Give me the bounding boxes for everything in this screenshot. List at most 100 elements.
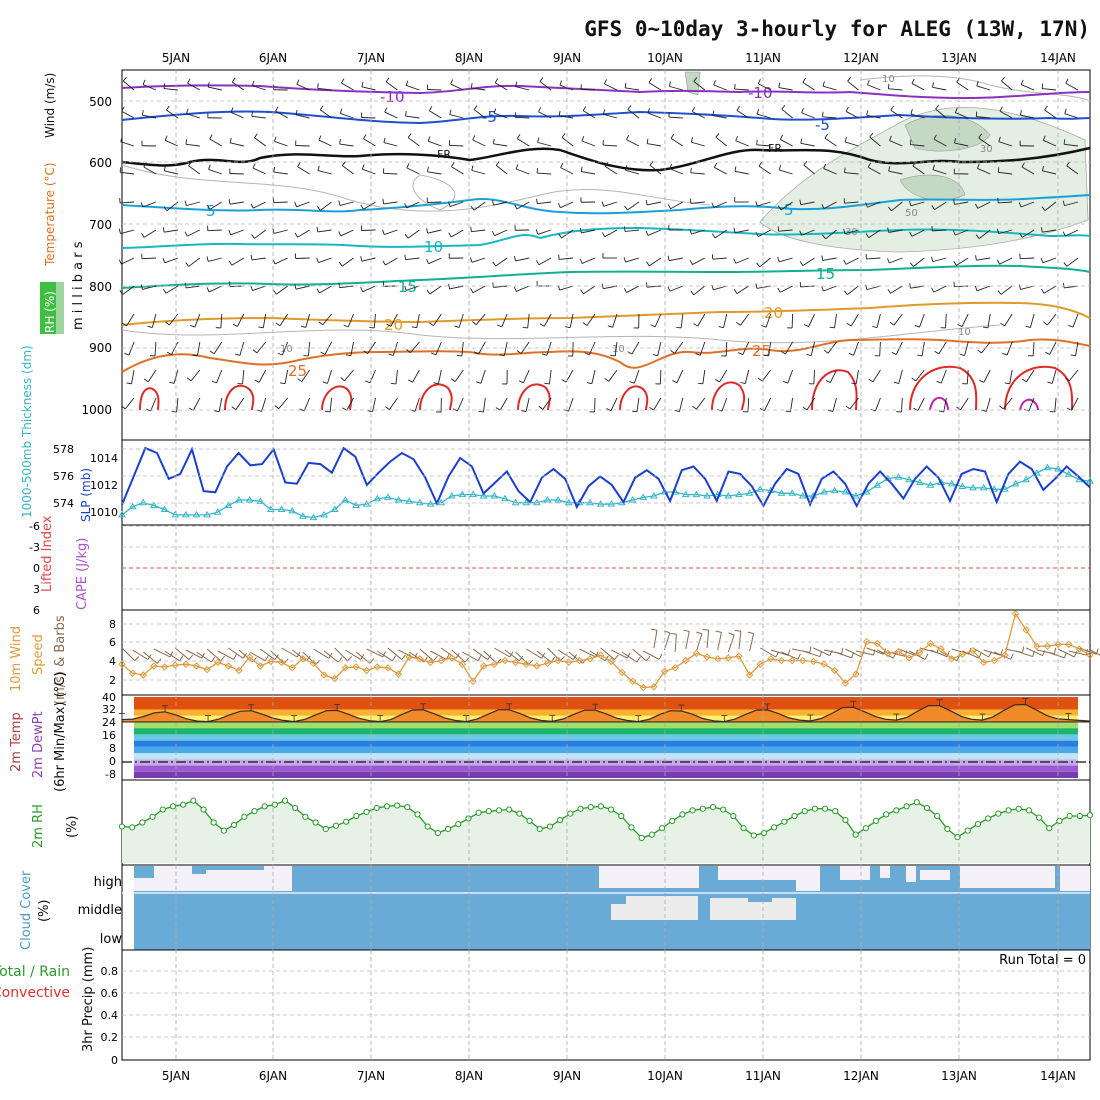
upper-wind-barb: [636, 397, 640, 412]
upper-wind-barb: [154, 341, 157, 356]
upper-wind-barb: [888, 229, 903, 233]
upper-wind-barb: [723, 313, 728, 328]
upper-wind-barb-flag: [1070, 354, 1076, 357]
upper-wind-barb-flag: [1063, 262, 1068, 267]
upper-wind-barb-flag: [341, 78, 345, 84]
upper-wind-barb: [977, 167, 991, 175]
upper-wind-barb-flag: [888, 166, 891, 172]
upper-wind-barb-flag: [887, 227, 890, 233]
upper-wind-barb-flag: [604, 378, 610, 382]
upper-wind-barb-flag: [231, 406, 237, 410]
upper-wind-barb-flag: [777, 256, 780, 262]
thickness-point: [947, 479, 956, 487]
rh-point: [546, 823, 554, 830]
wind-speed-point: [490, 660, 499, 668]
upper-wind-barb: [319, 285, 332, 294]
upper-wind-barb: [714, 167, 727, 175]
upper-wind-barb-flag: [756, 109, 760, 115]
isotherm-30: [139, 387, 160, 411]
thickness-point: [447, 492, 456, 499]
upper-wind-barb: [538, 111, 552, 119]
panel1-y-label: RH (%) Temperature (°C) Wind (m/s) m i l…: [40, 73, 86, 334]
wind-speed-point: [150, 662, 158, 670]
upper-wind-barb-flag: [822, 81, 825, 87]
thickness-point: [203, 510, 211, 518]
upper-wind-barb-flag: [513, 286, 517, 292]
upper-wind-barb-flag: [975, 255, 977, 261]
rh-point: [913, 799, 920, 806]
upper-wind-barb-flag: [821, 203, 825, 209]
upper-wind-barb: [548, 369, 552, 384]
isotherm-5: [121, 194, 1091, 215]
upper-wind-barb-flag: [143, 378, 149, 383]
wind-barb: [568, 651, 584, 664]
upper-wind-barb: [252, 201, 266, 209]
upper-wind-barb-flag: [650, 324, 656, 328]
upper-wind-barb: [383, 201, 398, 205]
thickness-point: [554, 496, 563, 503]
upper-wind-barb: [450, 83, 464, 91]
upper-wind-barb: [188, 165, 201, 175]
rh-point: [658, 825, 666, 832]
upper-wind-barb: [230, 111, 244, 119]
upper-wind-barb-flag: [869, 132, 874, 138]
upper-wind-barb-flag: [118, 228, 121, 234]
upper-wind-barb: [186, 201, 200, 207]
rh-point: [322, 825, 329, 833]
thickness-point: [150, 501, 158, 508]
upper-wind-barb-flag: [779, 134, 783, 140]
thickness-point: [564, 498, 573, 506]
upper-wind-barb-flag: [823, 163, 826, 169]
wind-speed-point: [660, 667, 669, 676]
upper-wind-barb: [890, 285, 903, 294]
upper-wind-barb: [713, 201, 727, 208]
upper-wind-barb: [844, 229, 859, 235]
wind-speed-point: [565, 658, 573, 667]
upper-wind-barb: [603, 113, 618, 119]
upper-wind-barb: [712, 257, 727, 260]
upper-wind-barb: [471, 87, 486, 91]
upper-wind-barb: [803, 164, 815, 175]
thickness-point: [649, 492, 658, 499]
upper-wind-barb-flag: [778, 164, 782, 171]
rh-point: [455, 821, 462, 828]
upper-wind-barb: [956, 81, 969, 91]
thickness-point: [596, 500, 605, 507]
wind-barb: [419, 648, 434, 662]
thickness-point: [490, 492, 499, 499]
upper-wind-barb: [229, 201, 244, 205]
rh2m-axis-label: 2m RH: [31, 804, 46, 848]
upper-wind-barb-flag: [499, 354, 505, 357]
upper-wind-barb: [384, 111, 398, 119]
wind-barb: [749, 633, 755, 652]
upper-wind-barb-flag: [847, 77, 852, 82]
pressure-tick-label: 800: [89, 280, 112, 294]
upper-wind-barb-flag: [251, 234, 255, 239]
rh-point: [903, 803, 910, 810]
wind-speed-point: [235, 666, 243, 675]
upper-wind-barb-flag: [777, 287, 781, 293]
upper-wind-barb-flag: [670, 350, 675, 354]
upper-wind-barb: [910, 144, 925, 147]
upper-wind-barb: [977, 201, 991, 209]
cloud-level-label-low: low: [100, 932, 123, 947]
upper-wind-barb: [581, 171, 596, 175]
rh-point: [648, 831, 655, 838]
upper-wind-barb-flag: [322, 381, 328, 384]
upper-wind-barb: [295, 114, 310, 119]
upper-wind-barb-flag: [208, 164, 211, 170]
rh-point: [434, 829, 441, 837]
upper-wind-barb: [987, 313, 991, 328]
upper-wind-barb: [757, 113, 771, 119]
upper-wind-barb: [691, 229, 705, 235]
upper-wind-barb-flag: [1019, 110, 1022, 116]
upper-wind-barb: [765, 313, 772, 328]
upper-wind-barb: [978, 137, 991, 147]
upper-wind-barb-flag: [625, 165, 628, 171]
upper-wind-barb-flag: [1021, 162, 1025, 168]
upper-wind-barb: [384, 229, 398, 235]
upper-wind-barb: [612, 313, 618, 328]
upper-wind-barb-flag: [733, 258, 737, 264]
upper-wind-barb: [568, 397, 574, 412]
rh-point: [618, 812, 625, 820]
